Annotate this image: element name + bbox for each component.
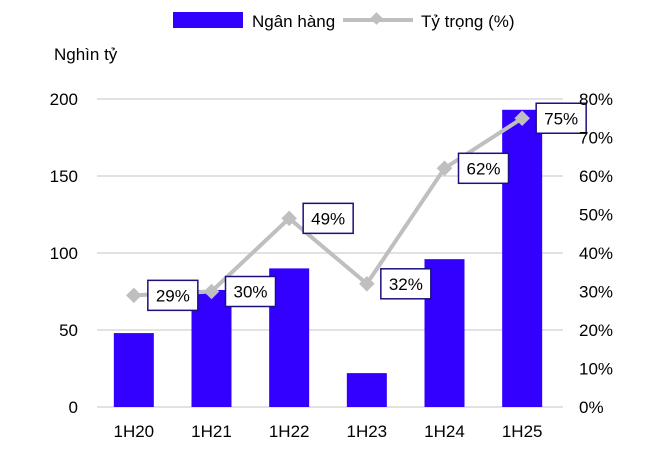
y2-tick-label: 0% — [579, 398, 604, 417]
line-marker — [281, 210, 297, 227]
legend-swatch-bar — [173, 12, 243, 28]
data-label-box — [535, 102, 587, 134]
y2-tick-label: 80% — [579, 90, 613, 109]
data-label-box — [457, 152, 510, 185]
y2-tick-label: 50% — [579, 206, 613, 225]
y2-tick-label: 40% — [579, 244, 613, 263]
y-tick-label: 200 — [50, 90, 78, 109]
data-label: 62% — [466, 159, 500, 178]
data-label: 29% — [156, 286, 190, 305]
y-tick-label: 100 — [50, 244, 78, 263]
y2-tick-label: 10% — [579, 360, 613, 379]
line-marker — [203, 283, 220, 300]
data-label: 49% — [311, 209, 345, 228]
data-label-box — [147, 279, 199, 312]
x-tick-label: 1H21 — [191, 422, 232, 441]
y2-tick-label: 60% — [579, 167, 613, 186]
data-label-box — [302, 202, 354, 235]
data-label-box — [380, 268, 432, 300]
y2-tick-label: 30% — [579, 283, 613, 302]
x-tick-label: 1H23 — [347, 422, 388, 441]
x-tick-label: 1H25 — [502, 422, 543, 441]
x-tick-label: 1H22 — [269, 422, 310, 441]
y-tick-label: 50 — [59, 321, 78, 340]
legend-marker — [370, 12, 383, 25]
line-marker — [126, 287, 142, 304]
y2-tick-label: 20% — [579, 321, 613, 340]
data-label-box — [224, 275, 277, 308]
x-tick-label: 1H24 — [424, 422, 465, 441]
data-label: 32% — [389, 275, 423, 294]
y2-tick-label: 70% — [579, 129, 613, 148]
legend-label-bar: Ngân hàng — [252, 12, 335, 31]
data-label: 75% — [544, 109, 578, 128]
legend-label-line: Tỷ trọng (%) — [421, 12, 515, 31]
data-label: 30% — [233, 283, 267, 302]
legend: Ngân hàng Tỷ trọng (%) — [173, 12, 515, 31]
bar — [346, 373, 387, 407]
y-axis-label: Nghìn tỷ — [54, 45, 118, 64]
y-tick-label: 0 — [69, 398, 78, 417]
bar — [113, 333, 154, 407]
line-marker — [436, 160, 453, 177]
y-tick-label: 150 — [50, 167, 78, 186]
x-tick-label: 1H20 — [114, 422, 155, 441]
